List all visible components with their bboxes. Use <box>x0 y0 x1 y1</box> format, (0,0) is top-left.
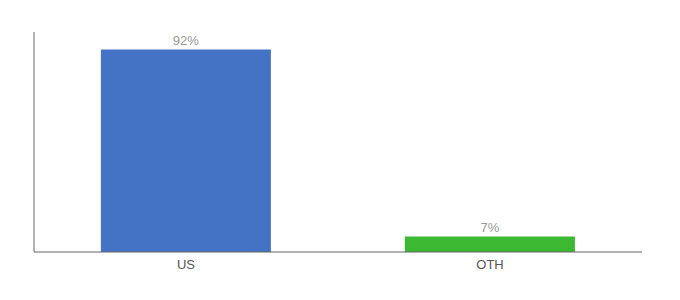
svg-text:7%: 7% <box>480 220 499 235</box>
svg-text:US: US <box>177 257 195 272</box>
svg-text:OTH: OTH <box>476 257 503 272</box>
svg-text:92%: 92% <box>173 33 199 48</box>
